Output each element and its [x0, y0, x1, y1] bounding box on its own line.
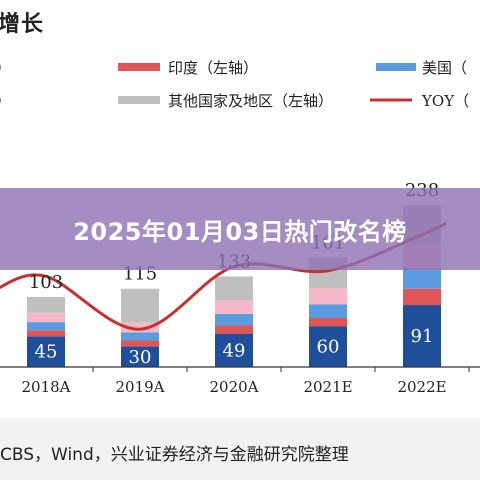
bar-2022E-series-1 — [403, 288, 441, 306]
bar-2021E-series-2 — [309, 304, 347, 318]
bar-2020A-series-3 — [215, 300, 253, 314]
bar-2021E-series-1 — [309, 317, 347, 327]
legend-item-india: 印度（左轴） — [168, 59, 258, 77]
x-tick-label: 2018A — [21, 378, 70, 396]
legend-swatch-other — [118, 96, 160, 104]
legend-swatch-india — [118, 63, 160, 71]
bar-value-label: 49 — [223, 340, 246, 361]
bar-2019A-series-1 — [121, 340, 159, 347]
legend-swatch-us — [376, 63, 416, 71]
bar-2022E-series-2 — [403, 268, 441, 289]
x-tick-label: 2022E — [397, 378, 446, 396]
bars-layer — [27, 204, 441, 367]
chart-title: 增长 — [0, 11, 45, 37]
bar-2018A-series-1 — [27, 330, 65, 337]
x-tick-label: 2020A — [209, 378, 258, 396]
bar-2020A-series-2 — [215, 313, 253, 326]
legend-item-other: 其他国家及地区（左轴） — [168, 92, 333, 110]
bar-2020A-series-4 — [215, 276, 253, 301]
x-tick-label: 2021E — [303, 378, 352, 396]
bar-value-label: 30 — [129, 347, 152, 368]
bar-value-label: 60 — [317, 337, 340, 358]
legend-item-yoy: YOY（ — [421, 92, 469, 110]
legend-item-us: 美国（ — [422, 59, 467, 77]
legend-item-left-2: ） — [0, 92, 11, 110]
bar-2018A-series-0 — [27, 336, 65, 367]
bar-2022E-series-0 — [403, 305, 441, 367]
bar-2019A-series-2 — [121, 332, 159, 341]
bar-2021E-series-0 — [309, 326, 347, 367]
bar-total-label: 103 — [29, 272, 63, 293]
bar-value-label: 91 — [411, 326, 434, 347]
legend-item-left-1: ） — [0, 59, 11, 77]
chart-svg: ） 印度（左轴） 美国（ ） 其他国家及地区（左轴） YOY（ 45103301… — [0, 59, 480, 396]
labels-layer: 4510330115491336016191238 — [29, 180, 439, 368]
bar-2018A-series-4 — [27, 296, 65, 313]
bar-2021E-series-3 — [309, 288, 347, 305]
bar-2019A-series-3 — [121, 322, 159, 333]
bar-2020A-series-0 — [215, 333, 253, 367]
bar-value-label: 45 — [35, 342, 58, 363]
title-banner: 2025年01月03日热门改名榜 — [0, 188, 480, 270]
x-ticks-layer: 2018A 2019A 2020A 2021E 2022E — [21, 367, 470, 396]
banner-text: 2025年01月03日热门改名榜 — [73, 217, 407, 246]
bar-2018A-series-3 — [27, 312, 65, 323]
source-note: CBS，Wind，兴业证券经济与金融研究院整理 — [0, 445, 349, 465]
bar-2019A-series-0 — [121, 346, 159, 367]
x-tick-label: 2019A — [115, 378, 164, 396]
bar-2020A-series-1 — [215, 325, 253, 334]
bar-2018A-series-2 — [27, 322, 65, 331]
bar-2019A-series-4 — [121, 288, 159, 323]
